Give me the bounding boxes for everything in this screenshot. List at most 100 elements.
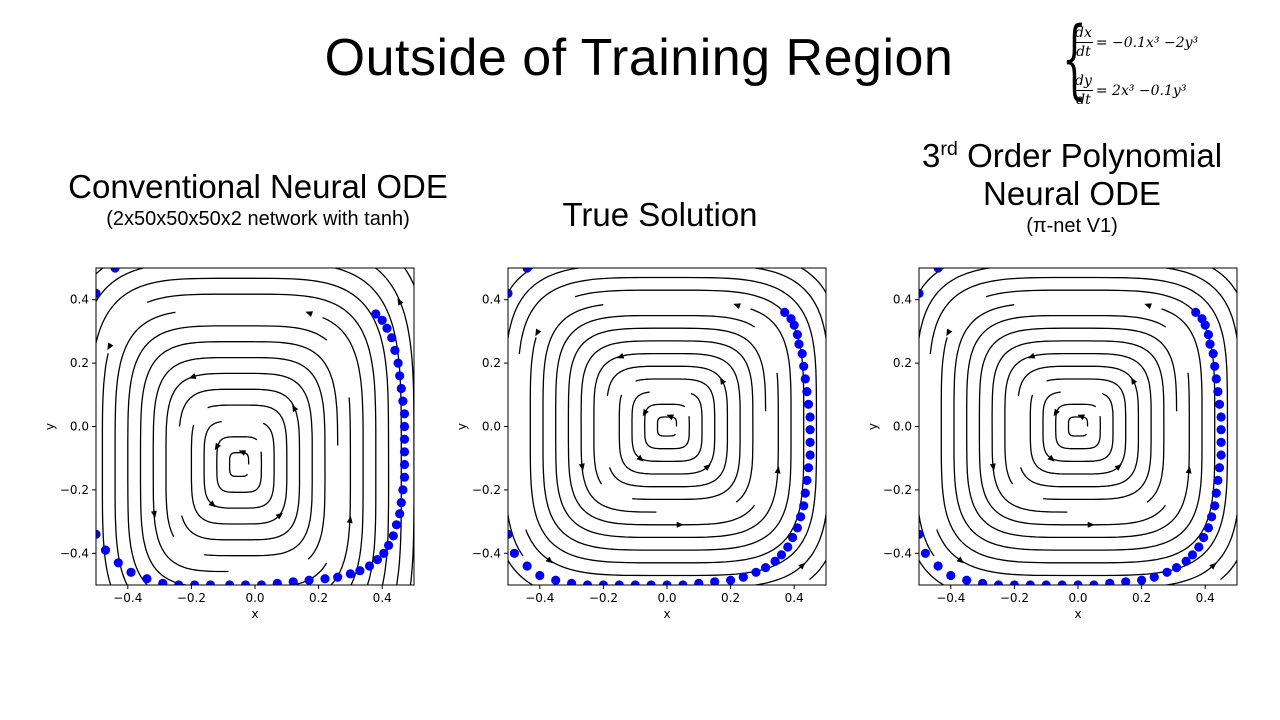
trajectory-point (384, 540, 394, 551)
trajectory-point (1041, 580, 1051, 585)
dx-numerator: dx (1074, 25, 1093, 43)
x-tick-label: −0.4 (936, 591, 965, 605)
trajectory-point (190, 580, 200, 585)
trajectory-point (946, 570, 956, 581)
trajectory-point (393, 358, 403, 368)
streamline-arrow-icon (1114, 464, 1122, 471)
x-axis-label: x (663, 607, 670, 621)
y-axis-label: y (455, 423, 469, 430)
trajectory-point (1208, 349, 1218, 359)
trajectory-point (800, 488, 810, 498)
x-tick-label: 0.0 (245, 591, 264, 605)
streamline (991, 340, 1165, 513)
streamline-arrow-icon (112, 233, 121, 241)
trajectory-point (382, 323, 392, 333)
streamline (656, 416, 678, 437)
streamline (96, 277, 390, 585)
streamline-arrow-icon (1027, 352, 1036, 359)
trajectory-point (205, 580, 216, 585)
trajectory-point (272, 578, 282, 585)
streamline (1042, 391, 1114, 463)
trajectory-point (788, 532, 798, 543)
streamline (101, 293, 377, 585)
x-tick-label: 0.4 (785, 591, 804, 605)
trajectory-point (726, 575, 736, 585)
trajectory-point (710, 577, 720, 585)
streamline-arrow-icon (208, 500, 216, 508)
panel-2-axes: −0.4 −0.2 0.0 0.2 0.4 −0.4 −0.2 0.0 0.2 0.4 x y (455, 267, 827, 621)
streamline (580, 340, 754, 513)
dy-numerator: dy (1074, 73, 1093, 91)
streamline-arrow-icon (1047, 454, 1055, 462)
streamline (978, 327, 1178, 526)
ode-system-equations: { dx dt = −0.1x³ −2y³ dy dt = 2x³ −0.1y³ (1062, 16, 1272, 122)
streamline-arrow-icon (1131, 377, 1138, 385)
trajectory-point (1057, 580, 1067, 585)
trajectory-point (1105, 578, 1115, 585)
streamline-arrow-icon (1053, 408, 1060, 417)
trajectory-point (1216, 412, 1226, 422)
streamline (606, 365, 729, 488)
trajectory-point (792, 523, 803, 533)
streamline-arrow-icon (370, 634, 379, 643)
streamline-arrow-icon (956, 556, 964, 564)
streamline (919, 268, 1237, 585)
trajectory-point (551, 575, 561, 585)
trajectory-point (364, 561, 375, 571)
y-tick-label: −0.4 (60, 546, 89, 560)
trajectory-point (333, 572, 343, 582)
trajectory-point (158, 578, 168, 585)
dy-dt-fraction: dy dt (1074, 72, 1093, 109)
trajectory-point (582, 580, 593, 585)
trajectory-point (978, 578, 988, 585)
trajectory-point (805, 425, 815, 435)
panel-3-title-line1: 3rd Order Polynomial (872, 130, 1272, 175)
trajectory-point (399, 409, 410, 419)
trajectory-point (1203, 523, 1213, 533)
trajectory-point (288, 577, 298, 585)
streamline-arrow-icon (666, 414, 674, 421)
streamline-arrow-icon (720, 377, 727, 385)
trajectory-point (535, 570, 545, 581)
streamline-arrow-icon (397, 298, 404, 306)
trajectory-point (1211, 488, 1221, 498)
streamline-arrow-icon (535, 328, 542, 337)
panel-3-subtitle: (π-net V1) (1026, 215, 1118, 237)
streamline-arrow-icon (989, 463, 996, 471)
trajectory-point (396, 498, 406, 508)
trajectory-point (761, 563, 771, 573)
stream-lines (919, 268, 1237, 585)
trajectory-point (919, 288, 924, 298)
left-brace-icon: { (1062, 9, 1087, 109)
streamline (1017, 365, 1140, 488)
trajectory-point (345, 569, 355, 579)
trajectory-point (399, 434, 410, 444)
trajectory-point (1073, 580, 1083, 585)
trajectory-point (1214, 399, 1225, 409)
trajectory-point (792, 330, 803, 340)
trajectory-point (142, 574, 152, 584)
trajectory-point (805, 412, 815, 422)
streamline-arrow-icon (118, 628, 127, 637)
streamline-arrow-icon (578, 463, 585, 471)
trajectory-point (1216, 425, 1226, 435)
trajectory-point (355, 566, 365, 576)
streamline (139, 341, 339, 585)
streamline-arrow-icon (275, 512, 283, 520)
streamline (518, 276, 818, 577)
trajectory-point (797, 349, 807, 359)
panel-1-title-main: Conventional Neural ODE (68, 168, 448, 205)
trajectory-point (371, 309, 381, 319)
streamline-arrow-icon (946, 328, 953, 337)
trajectory-point (799, 501, 809, 511)
trajectory-point (240, 580, 251, 585)
y-axis-label: y (43, 423, 57, 430)
panel-3-title-line2: Neural ODE (983, 175, 1161, 212)
trajectory-point (1216, 450, 1226, 460)
streamline-arrow-icon (1144, 303, 1152, 310)
trajectory-point (780, 307, 790, 317)
trajectory-point (391, 520, 402, 530)
trajectory-point (1203, 330, 1213, 340)
streamline-arrow-icon (346, 515, 353, 524)
